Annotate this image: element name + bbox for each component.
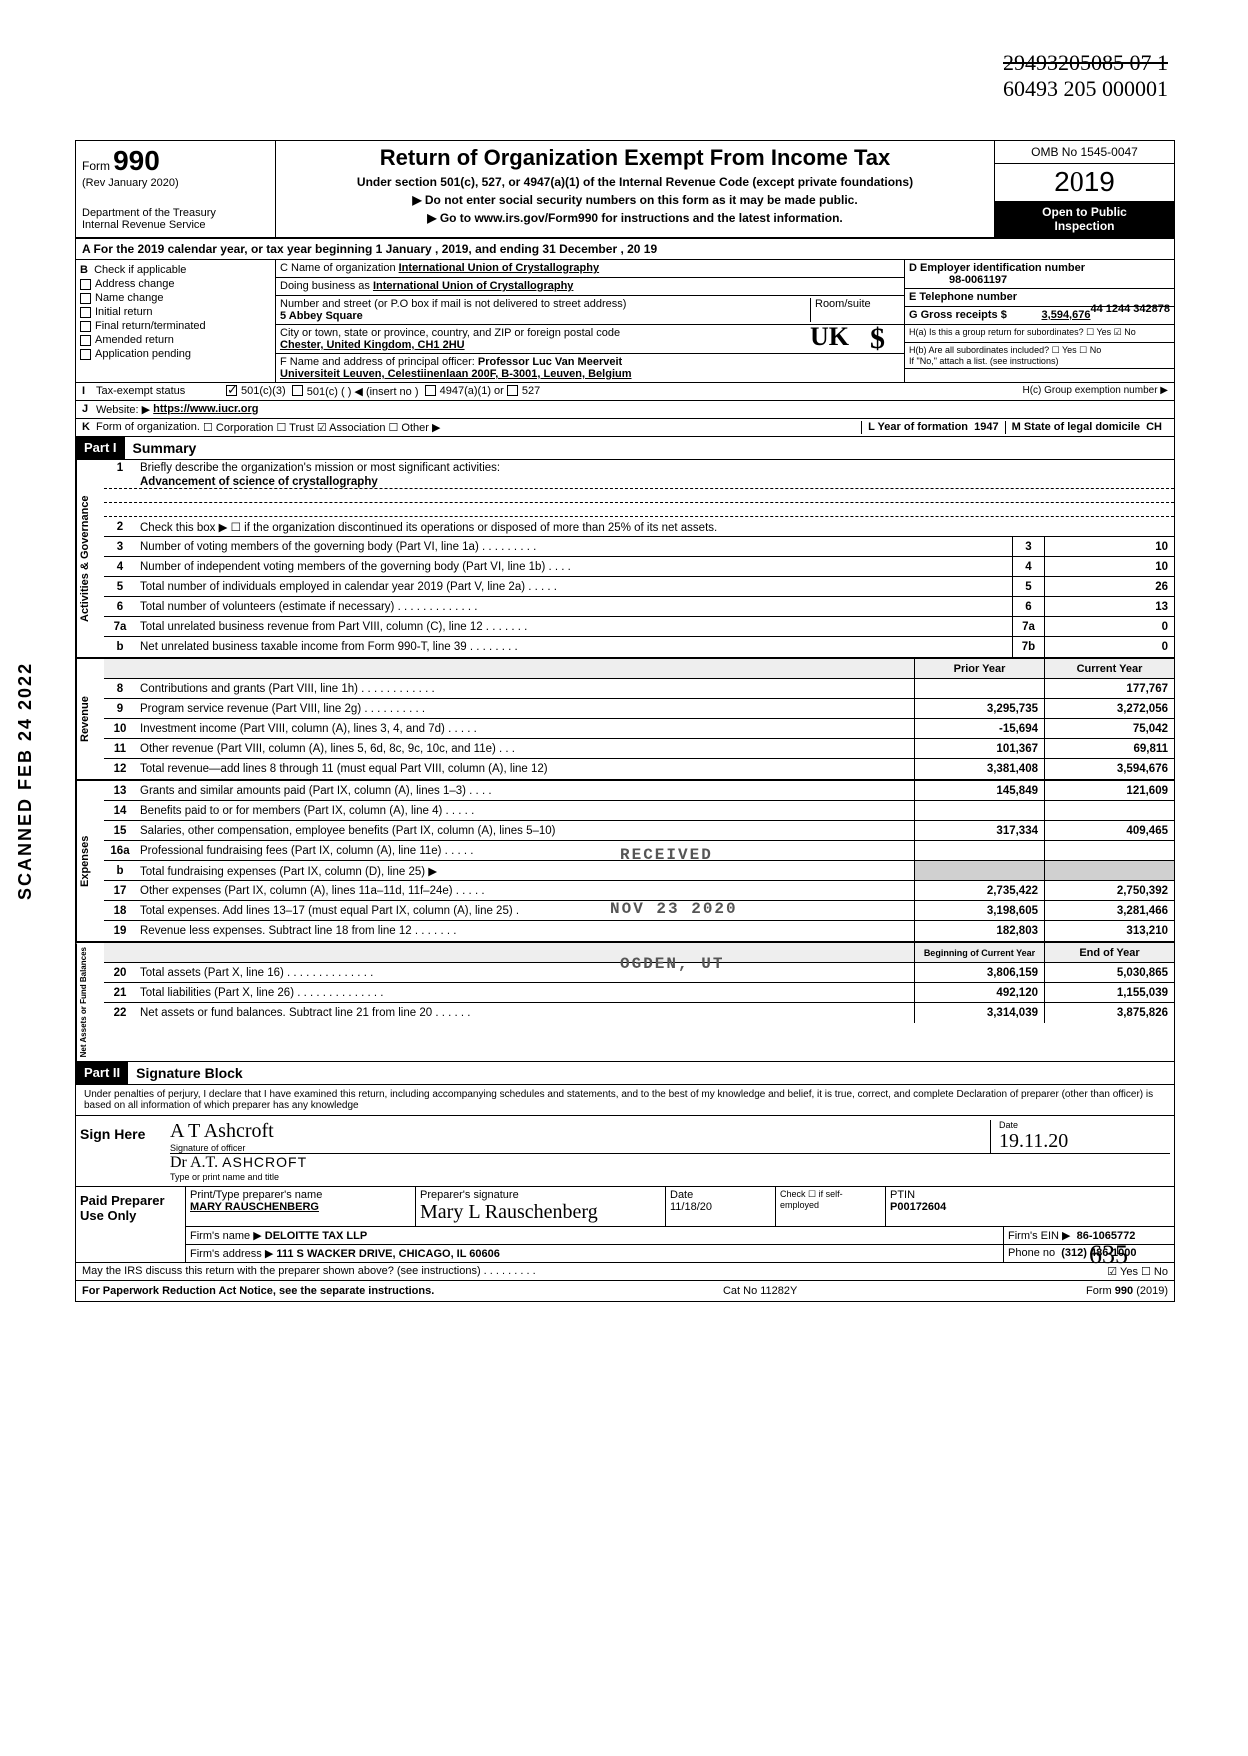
summary-line: 3 Number of voting members of the govern… [104, 537, 1174, 557]
sign-here-block: Sign Here A T Ashcroft Signature of offi… [76, 1116, 1174, 1187]
part1-header: Part I Summary [76, 437, 1174, 460]
summary-line: 21 Total liabilities (Part X, line 26) .… [104, 983, 1174, 1003]
checkbox[interactable] [507, 385, 518, 396]
check-applicable: B Check if applicable Address change Nam… [76, 260, 276, 382]
checkbox[interactable] [292, 385, 303, 396]
ogden-stamp: OGDEN, UT [620, 955, 724, 973]
header-center: Return of Organization Exempt From Incom… [276, 141, 994, 237]
checkbox[interactable] [80, 335, 91, 346]
received-stamp: RECEIVED [620, 846, 713, 864]
summary-line: 12 Total revenue—add lines 8 through 11 … [104, 759, 1174, 779]
summary-line: 4 Number of independent voting members o… [104, 557, 1174, 577]
row-k-form-org: K Form of organization. ☐ Corporation ☐ … [76, 419, 1174, 437]
checkbox[interactable] [80, 293, 91, 304]
scanned-stamp: SCANNED FEB 24 2022 [15, 662, 36, 900]
summary-line: 22 Net assets or fund balances. Subtract… [104, 1003, 1174, 1023]
header-right: OMB No 1545-0047 20201919 Open to Public… [994, 141, 1174, 237]
officer-signature: A T Ashcroft [170, 1120, 990, 1143]
handwritten-numbers: 29493205085 07 1 60493 205 000001 [1003, 50, 1168, 102]
row-a-tax-year: A For the 2019 calendar year, or tax yea… [76, 239, 1174, 260]
summary-line: 13 Grants and similar amounts paid (Part… [104, 781, 1174, 801]
paid-preparer-block: Paid Preparer Use Only Print/Type prepar… [76, 1187, 1174, 1263]
dollar-handwritten: $ [870, 322, 885, 356]
discuss-row: May the IRS discuss this return with the… [76, 1263, 1174, 1281]
perjury-declaration: Under penalties of perjury, I declare th… [76, 1085, 1174, 1116]
summary-line: b Net unrelated business taxable income … [104, 637, 1174, 657]
summary-line: 9 Program service revenue (Part VIII, li… [104, 699, 1174, 719]
summary-line: 14 Benefits paid to or for members (Part… [104, 801, 1174, 821]
summary-line: 19 Revenue less expenses. Subtract line … [104, 921, 1174, 941]
checkbox-501c3[interactable] [226, 385, 237, 396]
row-j-website: J Website: ▶ https://www.iucr.org [76, 401, 1174, 419]
header-left: Form 990 (Rev January 2020) Department o… [76, 141, 276, 237]
form-990: Form 990 (Rev January 2020) Department o… [75, 140, 1175, 1302]
org-info: C Name of organization International Uni… [276, 260, 904, 382]
checkbox[interactable] [80, 307, 91, 318]
form-footer: For Paperwork Reduction Act Notice, see … [76, 1281, 1174, 1301]
uk-handwritten: UK [810, 322, 849, 352]
section-b-to-h: B Check if applicable Address change Nam… [76, 260, 1174, 383]
form-header: Form 990 (Rev January 2020) Department o… [76, 141, 1174, 239]
right-info: D Employer identification number98-00611… [904, 260, 1174, 382]
checkbox[interactable] [80, 349, 91, 360]
activities-governance: Activities & Governance 1 Briefly descri… [76, 460, 1174, 659]
row-i-tax-exempt: I Tax-exempt status 501(c)(3) 501(c) ( )… [76, 383, 1174, 401]
summary-line: 15 Salaries, other compensation, employe… [104, 821, 1174, 841]
received-date-stamp: NOV 23 2020 [610, 900, 738, 918]
checkbox[interactable] [80, 321, 91, 332]
summary-line: 11 Other revenue (Part VIII, column (A),… [104, 739, 1174, 759]
part2-header: Part II Signature Block [76, 1062, 1174, 1085]
checkbox[interactable] [80, 279, 91, 290]
summary-line: 6 Total number of volunteers (estimate i… [104, 597, 1174, 617]
checkbox[interactable] [425, 385, 436, 396]
summary-line: 7a Total unrelated business revenue from… [104, 617, 1174, 637]
summary-line: b Total fundraising expenses (Part IX, c… [104, 861, 1174, 881]
summary-line: 17 Other expenses (Part IX, column (A), … [104, 881, 1174, 901]
summary-line: 10 Investment income (Part VIII, column … [104, 719, 1174, 739]
revenue-section: Revenue Prior Year Current Year 8 Contri… [76, 659, 1174, 781]
summary-line: 8 Contributions and grants (Part VIII, l… [104, 679, 1174, 699]
summary-line: 5 Total number of individuals employed i… [104, 577, 1174, 597]
bottom-handwritten: 635 [1089, 1240, 1128, 1270]
